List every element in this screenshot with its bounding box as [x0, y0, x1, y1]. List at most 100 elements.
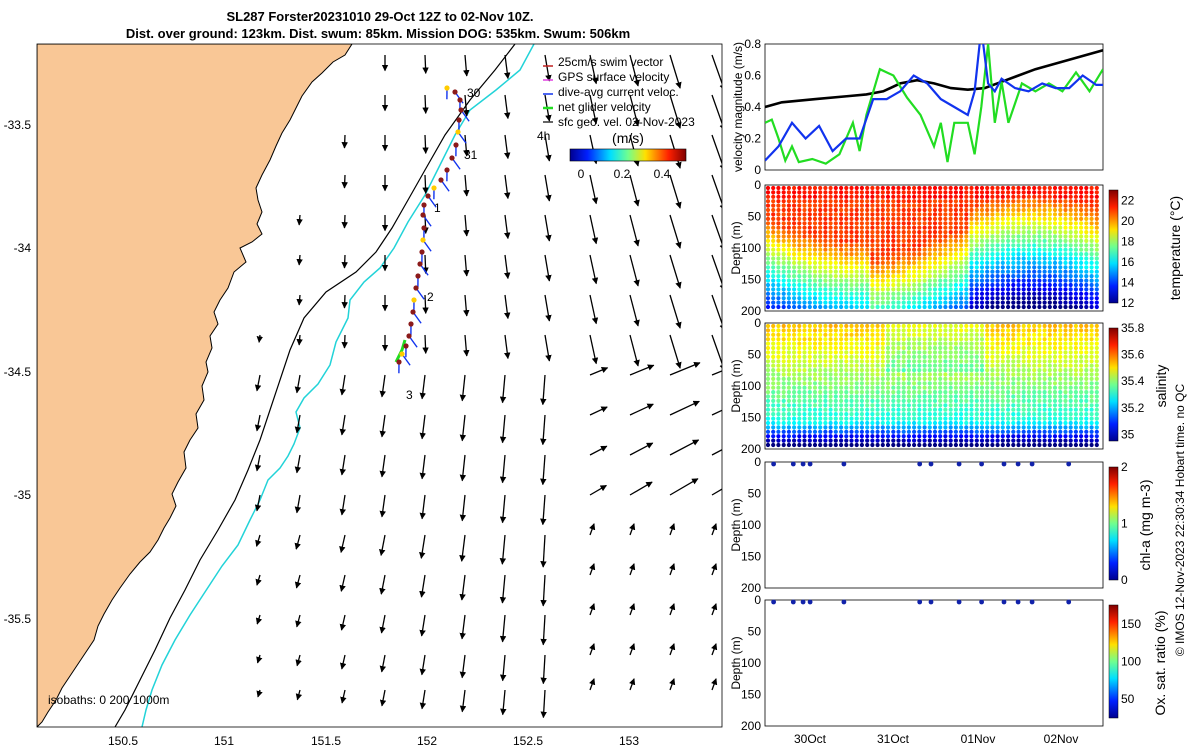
profile-sample [1042, 328, 1047, 333]
profile-sample [896, 398, 901, 403]
profile-sample [901, 199, 906, 204]
track-point [415, 273, 421, 279]
profile-sample [1047, 256, 1052, 261]
profile-sample [1016, 368, 1021, 373]
profile-sample [792, 372, 797, 377]
profile-sample [776, 230, 781, 235]
profile-sample [792, 238, 797, 243]
profile-sample [880, 354, 885, 359]
profile-sample [1000, 328, 1005, 333]
profile-sample [812, 363, 818, 368]
profile-sample [1026, 221, 1031, 226]
profile-sample [1016, 359, 1021, 364]
profile-sample [880, 385, 885, 390]
profile-sample [885, 341, 891, 346]
velocity-arrow [254, 374, 262, 392]
profile-sample [932, 269, 938, 274]
profile-sample [1032, 359, 1037, 364]
profile-sample [979, 185, 985, 191]
profile-sample [870, 328, 875, 333]
profile-sample [870, 376, 875, 381]
profile-sample [906, 274, 912, 279]
profile-sample [797, 416, 802, 421]
profile-sample [969, 403, 974, 408]
profile-sample [1079, 368, 1084, 373]
profile-sample [765, 304, 771, 310]
velocity-arrow [499, 654, 507, 682]
profile-sample [1037, 216, 1042, 221]
velocity-arrow [339, 534, 346, 554]
profile-sample [818, 260, 823, 265]
profile-sample [932, 359, 938, 364]
profile-sample [974, 274, 979, 279]
profile-sample [865, 442, 870, 448]
profile-sample [1021, 247, 1026, 252]
profile-sample [802, 381, 807, 386]
profile-sample [880, 243, 885, 248]
profile-sample [802, 394, 807, 399]
profile-sample [865, 429, 870, 434]
profile-sample [875, 247, 880, 252]
profile-sample [901, 403, 906, 408]
profile-sample [922, 207, 927, 213]
profile-sample [959, 207, 964, 213]
profile-sample [771, 345, 776, 351]
profile-sample [807, 291, 812, 296]
velocity-arrow [419, 454, 427, 480]
profile-sample [959, 234, 964, 239]
profile-sample [901, 425, 906, 430]
profile-sample [797, 354, 802, 359]
profile-sample [959, 416, 964, 421]
profile-sample [995, 287, 1000, 292]
profile-sample [1000, 323, 1005, 329]
profile-sample [1094, 304, 1099, 310]
velocity-arrow [459, 614, 466, 640]
profile-sample [953, 190, 959, 195]
profile-sample [854, 234, 859, 239]
profile-sample [1006, 190, 1011, 195]
profile-sample [823, 337, 828, 342]
profile-sample [844, 238, 849, 243]
profile-sample [797, 225, 802, 230]
profile-sample [1058, 438, 1063, 443]
profile-sample [1068, 323, 1073, 329]
profile-sample [985, 212, 990, 217]
profile-sample [917, 332, 922, 337]
profile-sample [802, 420, 807, 426]
profile-sample [1068, 385, 1073, 390]
profile-sample [854, 247, 859, 252]
profile-sample [927, 363, 932, 368]
profile-sample [818, 429, 823, 434]
profile-sample [854, 337, 859, 342]
profile-sample [792, 287, 797, 292]
profile-sample [880, 287, 885, 292]
profile-sample [948, 212, 953, 217]
profile-sample [776, 359, 781, 364]
profile-sample [969, 243, 974, 248]
profile-sample [927, 207, 932, 213]
profile-sample [979, 252, 985, 257]
profile-sample [1021, 403, 1026, 408]
profile-sample [1058, 354, 1063, 359]
profile-sample [891, 376, 896, 381]
profile-sample [765, 416, 771, 421]
profile-sample [802, 269, 807, 274]
profile-sample [1079, 221, 1084, 226]
profile-sample [1063, 416, 1068, 421]
temperature-cbar-label: temperature (°C) [1167, 196, 1183, 300]
profile-sample [943, 328, 948, 333]
profile-sample [1006, 234, 1011, 239]
profile-sample [995, 372, 1000, 377]
profile-sample [1068, 260, 1073, 265]
profile-sample [1068, 300, 1073, 305]
profile-sample [870, 434, 875, 439]
profile-sample [833, 416, 838, 421]
profile-sample [1011, 282, 1016, 288]
profile-sample [765, 368, 771, 373]
profile-sample [1068, 252, 1073, 257]
profile-sample [979, 291, 985, 296]
profile-sample [875, 337, 880, 342]
profile-sample [818, 212, 823, 217]
profile-sample [979, 265, 985, 270]
profile-sample [1068, 337, 1073, 342]
